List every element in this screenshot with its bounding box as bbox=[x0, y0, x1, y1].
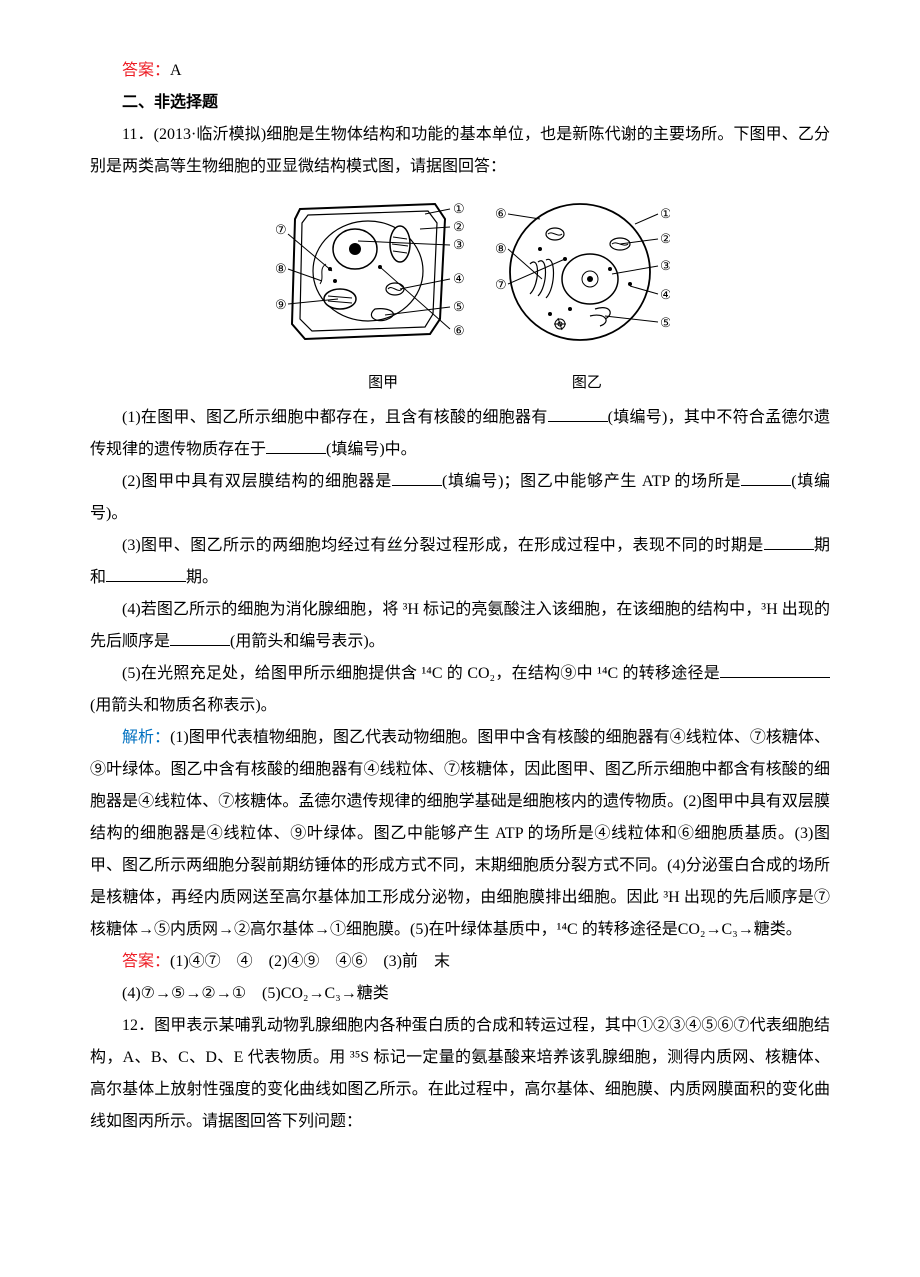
svg-text:③: ③ bbox=[453, 237, 465, 252]
caption-b: 图乙 bbox=[502, 368, 672, 398]
blank bbox=[106, 565, 186, 582]
q11-answer-1: (1)④⑦ ④ (2)④⑨ ④⑥ (3)前 末 bbox=[170, 953, 450, 970]
answer-label: 答案： bbox=[122, 953, 170, 970]
q11-p4b: (用箭头和编号表示)。 bbox=[230, 633, 385, 650]
q11-analysis-text: (1)图甲代表植物细胞，图乙代表动物细胞。图甲中含有核酸的细胞器有④线粒体、⑦核… bbox=[90, 729, 830, 938]
q11-p5b: (用箭头和物质名称表示)。 bbox=[90, 697, 277, 714]
q11-p3: (3)图甲、图乙所示的两细胞均经过有丝分裂过程形成，在形成过程中，表现不同的时期… bbox=[90, 530, 830, 594]
q11-p1: (1)在图甲、图乙所示细胞中都存在，且含有核酸的细胞器有(填编号)，其中不符合孟… bbox=[90, 402, 830, 466]
q11-figure: ① ② ③ ④ ⑤ ⑥ ⑦ ⑧ ⑨ bbox=[90, 189, 830, 398]
svg-text:⑦: ⑦ bbox=[275, 222, 287, 237]
q11-p5a: (5)在光照充足处，给图甲所示细胞提供含 ¹⁴C 的 CO₂，在结构⑨中 ¹⁴C… bbox=[122, 665, 720, 682]
svg-text:③: ③ bbox=[660, 258, 670, 273]
answer-label: 答案： bbox=[122, 62, 170, 79]
svg-text:⑥: ⑥ bbox=[495, 206, 507, 221]
q12-intro: 12．图甲表示某哺乳动物乳腺细胞内各种蛋白质的合成和转运过程，其中①②③④⑤⑥⑦… bbox=[90, 1010, 830, 1138]
q11-intro: 11．(2013·临沂模拟)细胞是生物体结构和功能的基本单位，也是新陈代谢的主要… bbox=[90, 119, 830, 183]
svg-text:⑤: ⑤ bbox=[660, 315, 670, 330]
q11-p2b: (填编号)；图乙中能够产生 ATP 的场所是 bbox=[442, 473, 741, 490]
page: 答案：A 二、非选择题 11．(2013·临沂模拟)细胞是生物体结构和功能的基本… bbox=[0, 0, 920, 1277]
section-heading: 二、非选择题 bbox=[90, 87, 830, 119]
q11-analysis: 解析：(1)图甲代表植物细胞，图乙代表动物细胞。图甲中含有核酸的细胞器有④线粒体… bbox=[90, 722, 830, 946]
svg-text:⑦: ⑦ bbox=[495, 277, 507, 292]
svg-text:④: ④ bbox=[453, 271, 465, 286]
blank bbox=[741, 469, 791, 486]
q11-p3c: 期。 bbox=[186, 569, 218, 586]
blank bbox=[392, 469, 442, 486]
q11-p1c: (填编号)中。 bbox=[326, 441, 417, 458]
blank bbox=[170, 629, 230, 646]
svg-text:①: ① bbox=[660, 206, 670, 221]
figure-captions: 图甲 图乙 bbox=[90, 366, 830, 398]
svg-text:④: ④ bbox=[660, 287, 670, 302]
cell-diagrams-svg: ① ② ③ ④ ⑤ ⑥ ⑦ ⑧ ⑨ bbox=[250, 189, 670, 354]
blank bbox=[548, 405, 608, 422]
svg-text:⑧: ⑧ bbox=[495, 241, 507, 256]
svg-text:⑨: ⑨ bbox=[275, 297, 287, 312]
blank bbox=[720, 661, 830, 678]
q11-p4: (4)若图乙所示的细胞为消化腺细胞，将 ³H 标记的亮氨酸注入该细胞，在该细胞的… bbox=[90, 594, 830, 658]
svg-text:⑤: ⑤ bbox=[453, 299, 465, 314]
diagram-a: ① ② ③ ④ ⑤ ⑥ ⑦ ⑧ ⑨ bbox=[275, 201, 465, 339]
diagram-b: ① ② ③ ④ ⑤ ⑥ ⑧ ⑦ bbox=[495, 204, 670, 340]
caption-a: 图甲 bbox=[288, 368, 478, 398]
q11-p3a: (3)图甲、图乙所示的两细胞均经过有丝分裂过程形成，在形成过程中，表现不同的时期… bbox=[122, 537, 764, 554]
top-answer-line: 答案：A bbox=[90, 55, 830, 87]
q11-p1a: (1)在图甲、图乙所示细胞中都存在，且含有核酸的细胞器有 bbox=[122, 409, 548, 426]
svg-text:①: ① bbox=[453, 201, 465, 216]
section-heading-text: 二、非选择题 bbox=[122, 94, 218, 111]
svg-text:⑥: ⑥ bbox=[453, 323, 465, 338]
analysis-label: 解析： bbox=[122, 729, 170, 746]
q11-answer-line2: (4)⑦→⑤→②→① (5)CO₂→C₃→糖类 bbox=[90, 978, 830, 1010]
svg-text:②: ② bbox=[453, 219, 465, 234]
q11-p5: (5)在光照充足处，给图甲所示细胞提供含 ¹⁴C 的 CO₂，在结构⑨中 ¹⁴C… bbox=[90, 658, 830, 722]
q11-p2: (2)图甲中具有双层膜结构的细胞器是 (填编号)；图乙中能够产生 ATP 的场所是… bbox=[90, 466, 830, 530]
q11-p2a: (2)图甲中具有双层膜结构的细胞器是 bbox=[122, 473, 392, 490]
blank bbox=[266, 437, 326, 454]
top-answer-value: A bbox=[170, 62, 182, 79]
q11-answer-line1: 答案：(1)④⑦ ④ (2)④⑨ ④⑥ (3)前 末 bbox=[90, 946, 830, 978]
svg-text:⑧: ⑧ bbox=[275, 261, 287, 276]
svg-text:②: ② bbox=[660, 231, 670, 246]
blank bbox=[764, 533, 814, 550]
